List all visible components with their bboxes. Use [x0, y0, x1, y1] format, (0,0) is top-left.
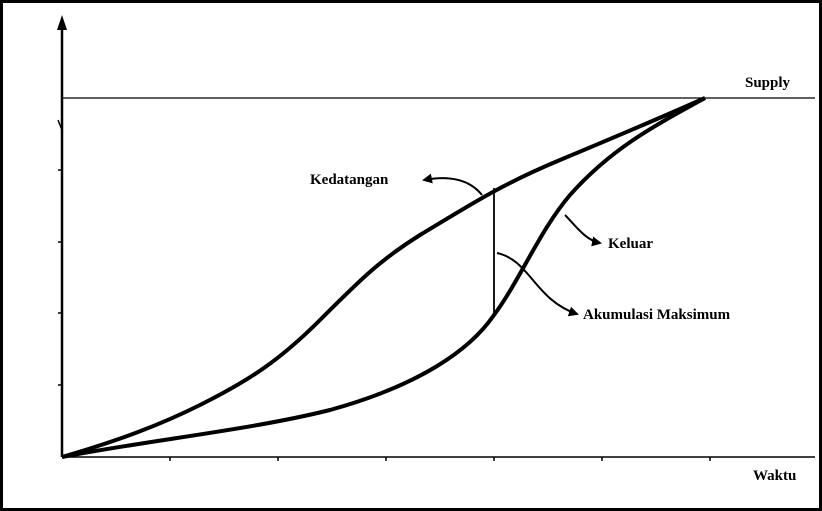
arrival-label: Kedatangan — [310, 172, 389, 188]
max-accumulation-label: Akumulasi Maksimum — [583, 307, 731, 323]
arrival-arrow — [422, 173, 483, 196]
max-accumulation-arrow — [496, 252, 579, 317]
y-axis-arrow — [57, 15, 67, 30]
ticks — [57, 119, 711, 461]
departure-curve — [61, 96, 706, 459]
departure-label: Keluar — [608, 236, 653, 252]
arrival-curve — [61, 96, 706, 459]
x-axis-label: Waktu — [753, 468, 796, 484]
supply-label: Supply — [745, 75, 791, 91]
departure-arrow — [564, 214, 602, 247]
